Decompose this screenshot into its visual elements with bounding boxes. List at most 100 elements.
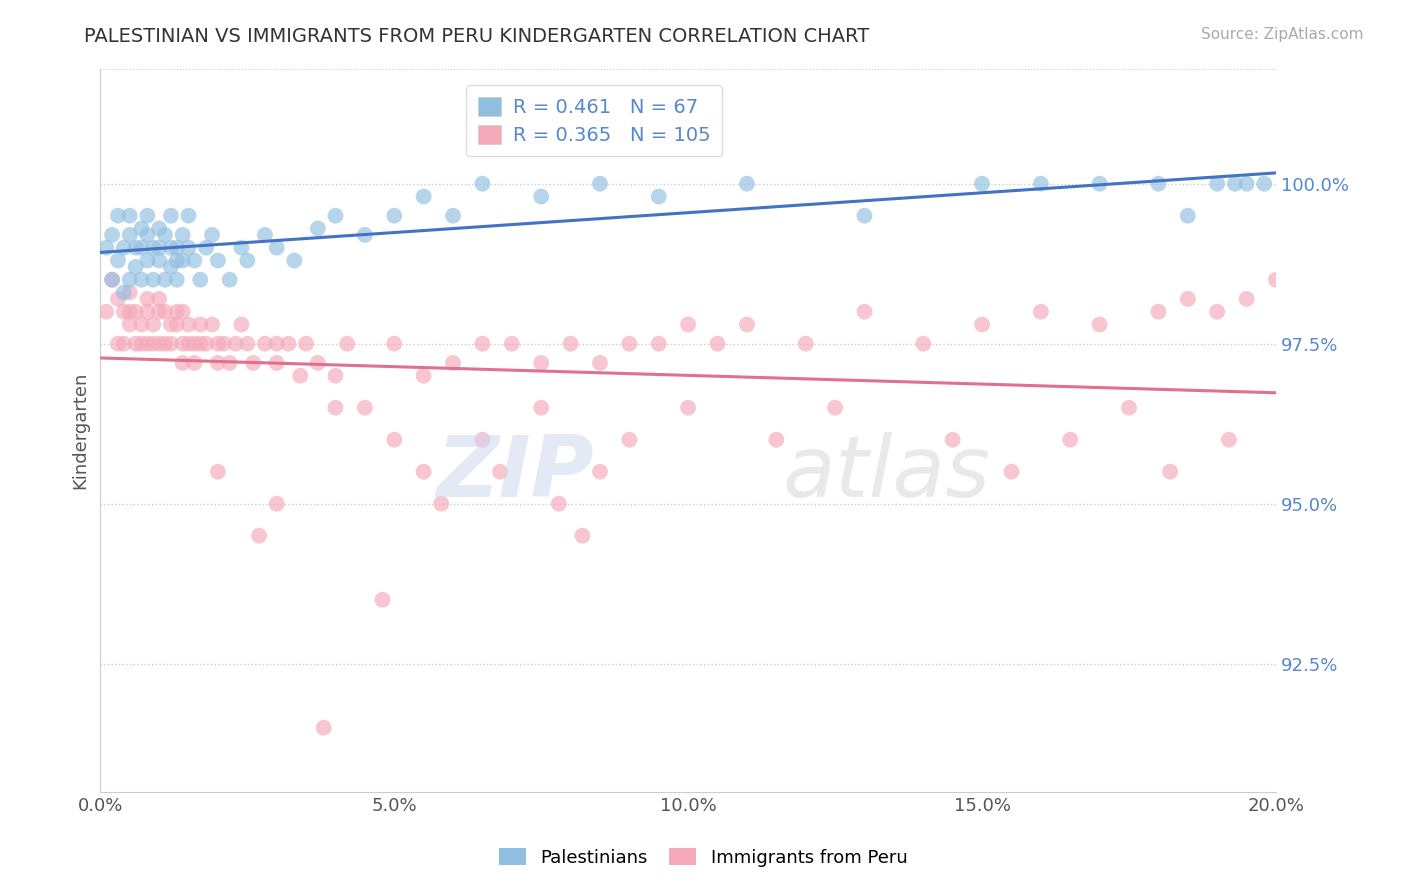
Point	[201, 318, 224, 332]
Point	[1088, 177, 1111, 191]
Point	[530, 189, 553, 203]
Point	[142, 273, 165, 287]
Point	[177, 241, 200, 255]
Point	[153, 227, 176, 242]
Point	[824, 401, 846, 415]
Point	[471, 433, 494, 447]
Point	[307, 221, 329, 235]
Point	[177, 209, 200, 223]
Point	[501, 336, 523, 351]
Point	[148, 304, 170, 318]
Point	[153, 273, 176, 287]
Point	[177, 336, 200, 351]
Point	[148, 241, 170, 255]
Point	[118, 304, 141, 318]
Point	[207, 253, 229, 268]
Point	[1118, 401, 1140, 415]
Point	[142, 241, 165, 255]
Point	[136, 209, 159, 223]
Point	[166, 304, 188, 318]
Point	[153, 336, 176, 351]
Point	[148, 336, 170, 351]
Point	[471, 177, 494, 191]
Point	[1147, 304, 1170, 318]
Point	[1265, 273, 1288, 287]
Point	[160, 336, 183, 351]
Point	[266, 356, 288, 370]
Point	[1059, 433, 1081, 447]
Point	[124, 241, 146, 255]
Point	[354, 401, 377, 415]
Point	[188, 273, 211, 287]
Point	[312, 721, 335, 735]
Point	[195, 336, 218, 351]
Text: PALESTINIAN VS IMMIGRANTS FROM PERU KINDERGARTEN CORRELATION CHART: PALESTINIAN VS IMMIGRANTS FROM PERU KIND…	[84, 27, 869, 45]
Point	[295, 336, 318, 351]
Point	[589, 177, 612, 191]
Point	[107, 336, 129, 351]
Point	[619, 336, 641, 351]
Point	[970, 177, 993, 191]
Point	[1000, 465, 1022, 479]
Point	[188, 336, 211, 351]
Point	[853, 304, 876, 318]
Point	[247, 529, 270, 543]
Text: ZIP: ZIP	[436, 432, 595, 515]
Point	[112, 241, 135, 255]
Point	[676, 401, 699, 415]
Text: atlas: atlas	[782, 432, 990, 515]
Point	[207, 336, 229, 351]
Point	[1253, 177, 1275, 191]
Point	[195, 241, 218, 255]
Point	[1206, 177, 1229, 191]
Point	[648, 189, 671, 203]
Point	[1159, 465, 1181, 479]
Point	[371, 592, 394, 607]
Point	[735, 318, 758, 332]
Point	[266, 336, 288, 351]
Point	[136, 292, 159, 306]
Point	[131, 221, 153, 235]
Point	[412, 465, 434, 479]
Point	[236, 253, 259, 268]
Point	[1029, 177, 1052, 191]
Point	[101, 273, 124, 287]
Point	[131, 241, 153, 255]
Point	[266, 241, 288, 255]
Point	[1088, 318, 1111, 332]
Point	[112, 304, 135, 318]
Point	[441, 209, 464, 223]
Point	[441, 356, 464, 370]
Point	[560, 336, 582, 351]
Point	[1236, 292, 1258, 306]
Point	[172, 253, 194, 268]
Point	[118, 285, 141, 300]
Point	[201, 227, 224, 242]
Point	[166, 273, 188, 287]
Point	[207, 465, 229, 479]
Point	[118, 209, 141, 223]
Point	[325, 401, 347, 415]
Point	[136, 253, 159, 268]
Point	[183, 356, 205, 370]
Point	[107, 209, 129, 223]
Point	[253, 336, 276, 351]
Point	[1218, 433, 1240, 447]
Point	[153, 304, 176, 318]
Point	[530, 401, 553, 415]
Point	[382, 336, 405, 351]
Point	[253, 227, 276, 242]
Point	[283, 253, 305, 268]
Point	[218, 273, 240, 287]
Point	[148, 253, 170, 268]
Point	[336, 336, 359, 351]
Point	[589, 465, 612, 479]
Point	[277, 336, 299, 351]
Y-axis label: Kindergarten: Kindergarten	[72, 371, 89, 489]
Point	[619, 433, 641, 447]
Point	[160, 241, 183, 255]
Point	[430, 497, 453, 511]
Point	[118, 273, 141, 287]
Point	[124, 260, 146, 274]
Point	[177, 318, 200, 332]
